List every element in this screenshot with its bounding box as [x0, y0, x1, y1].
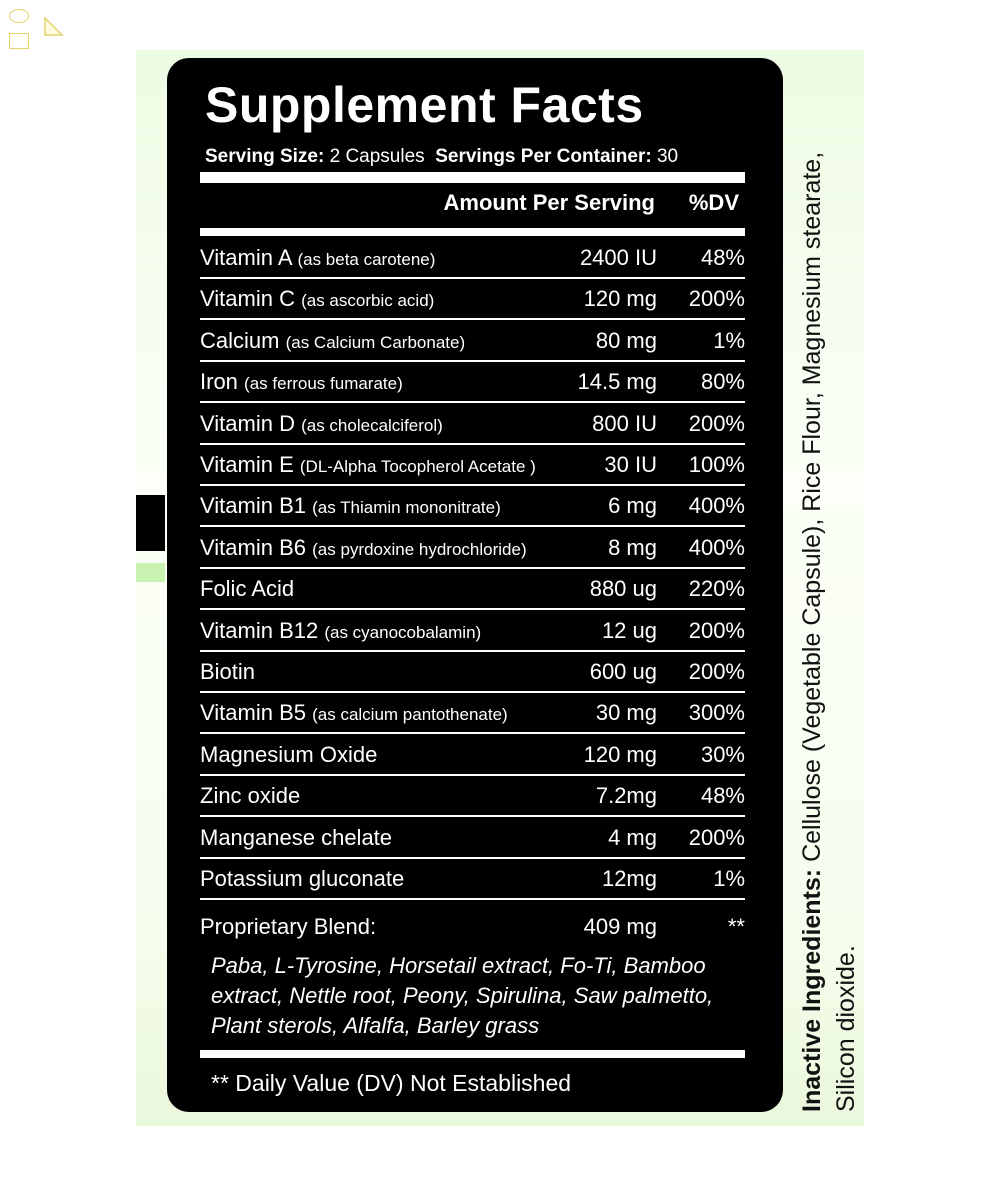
nutrient-dv: 200%	[688, 617, 745, 643]
nutrient-row: Calcium (as Calcium Carbonate) 80 mg 1%	[200, 321, 745, 362]
dv-header: %DV	[688, 190, 739, 215]
nutrient-row: Vitamin A (as beta carotene) 2400 IU 48%	[200, 238, 745, 279]
nutrient-name: Vitamin D (as cholecalciferol)	[200, 410, 443, 436]
divider-thick	[200, 172, 745, 183]
nutrient-row: Vitamin E (DL-Alpha Tocopherol Acetate )…	[200, 445, 745, 486]
nutrient-row: Biotin 600 ug 200%	[200, 652, 745, 693]
nutrient-amount: 12mg	[601, 866, 657, 891]
footnote: ** Daily Value (DV) Not Established	[211, 1070, 572, 1096]
nutrient-amount: 600 ug	[589, 659, 657, 684]
nutrient-name: Vitamin B1 (as Thiamin mononitrate)	[200, 493, 501, 519]
nutrient-dv: 400%	[688, 493, 745, 519]
ellipse-shape-icon	[9, 9, 29, 23]
nutrient-amount: 120 mg	[583, 286, 657, 312]
nutrient-dv: 200%	[688, 824, 745, 850]
nutrient-dv: 1%	[713, 866, 745, 891]
title: Supplement Facts	[205, 77, 644, 133]
black-block	[136, 495, 165, 551]
nutrient-dv: 300%	[688, 700, 745, 726]
nutrient-name: Biotin	[200, 659, 256, 684]
nutrient-name: Zinc oxide	[200, 783, 301, 809]
nutrient-dv: 220%	[688, 576, 745, 602]
nutrient-dv: 200%	[688, 410, 745, 436]
nutrient-name: Vitamin B6 (as pyrdoxine hydrochloride)	[200, 534, 527, 560]
nutrient-amount: 80 mg	[595, 327, 657, 353]
nutrient-amount: 30 IU	[604, 452, 657, 477]
nutrient-name: Manganese chelate	[200, 824, 393, 850]
nutrient-name: Iron (as ferrous fumarate)	[200, 369, 403, 395]
nutrient-dv: 200%	[688, 286, 745, 312]
inactive-ingredients: Inactive Ingredients: Cellulose (Vegetab…	[798, 151, 860, 1112]
nutrient-row: Vitamin B1 (as Thiamin mononitrate) 6 mg 4…	[200, 486, 745, 528]
amount-header: Amount Per Serving	[443, 190, 655, 215]
nutrient-row: Vitamin B6 (as pyrdoxine hydrochloride) 8…	[200, 528, 745, 569]
nutrient-dv: 48%	[700, 245, 745, 270]
triangle-shape-icon	[44, 17, 64, 36]
nutrient-amount: 120 mg	[583, 741, 657, 767]
nutrient-amount: 7.2mg	[595, 783, 657, 809]
nutrient-amount: 12 ug	[601, 617, 657, 643]
nutrient-name: Vitamin E (DL-Alpha Tocopherol Acetate )	[200, 452, 536, 477]
supplement-facts-panel: Supplement Facts Serving Size: 2 Capsule…	[167, 58, 783, 1112]
nutrient-dv: 100%	[688, 452, 745, 477]
blend-ingredients: Paba, L-Tyrosine, Horsetail extract, Fo-…	[211, 953, 714, 1038]
proprietary-blend-row: Proprietary Blend: 409 mg **	[200, 914, 745, 939]
nutrient-name: Magnesium Oxide	[200, 741, 378, 767]
nutrient-row: Manganese chelate 4 mg 200%	[200, 818, 745, 859]
nutrient-row: Vitamin B5 (as calcium pantothenate) 30 m…	[200, 693, 745, 735]
green-strip	[136, 563, 165, 582]
rectangle-shape-icon	[9, 33, 29, 49]
nutrient-row: Zinc oxide 7.2mg 48%	[200, 776, 745, 818]
nutrient-amount: 2400 IU	[579, 245, 657, 270]
nutrient-row: Potassium gluconate 12mg 1%	[200, 859, 745, 900]
nutrient-amount: 4 mg	[608, 824, 657, 850]
nutrient-row: Vitamin B12 (as cyanocobalamin) 12 ug 200%	[200, 611, 745, 652]
nutrient-dv: 30%	[700, 741, 745, 767]
nutrient-dv: 400%	[688, 534, 745, 560]
nutrient-amount: 8 mg	[608, 534, 657, 560]
serving-info: Serving Size: 2 Capsules Servings Per Co…	[205, 146, 679, 167]
nutrient-name: Potassium gluconate	[200, 866, 405, 891]
nutrient-row: Iron (as ferrous fumarate) 14.5 mg 80%	[200, 362, 745, 404]
nutrient-dv: 1%	[713, 327, 745, 353]
divider-medium	[200, 228, 745, 236]
nutrient-amount: 30 mg	[595, 700, 657, 726]
nutrient-amount: 6 mg	[608, 493, 657, 519]
nutrient-name: Vitamin B12 (as cyanocobalamin)	[200, 617, 482, 643]
nutrient-name: Vitamin C (as ascorbic acid)	[200, 286, 435, 312]
nutrient-name: Folic Acid	[200, 576, 295, 602]
nutrient-row: Magnesium Oxide 120 mg 30%	[200, 735, 745, 776]
nutrient-row: Vitamin C (as ascorbic acid) 120 mg 200%	[200, 279, 745, 321]
divider-bottom	[200, 1050, 745, 1058]
nutrient-dv: 200%	[688, 659, 745, 684]
nutrient-dv: 80%	[700, 369, 745, 395]
nutrient-name: Vitamin A (as beta carotene)	[200, 245, 436, 270]
nutrient-amount: 800 IU	[592, 410, 657, 436]
nutrient-amount: 14.5 mg	[577, 369, 658, 395]
nutrient-row: Folic Acid 880 ug 220%	[200, 569, 745, 611]
nutrient-row: Vitamin D (as cholecalciferol) 800 IU 200%	[200, 404, 745, 445]
nutrient-dv: 48%	[700, 783, 745, 809]
nutrient-name: Calcium (as Calcium Carbonate)	[200, 327, 466, 353]
nutrient-amount: 880 ug	[589, 576, 657, 602]
nutrient-name: Vitamin B5 (as calcium pantothenate)	[200, 700, 508, 726]
